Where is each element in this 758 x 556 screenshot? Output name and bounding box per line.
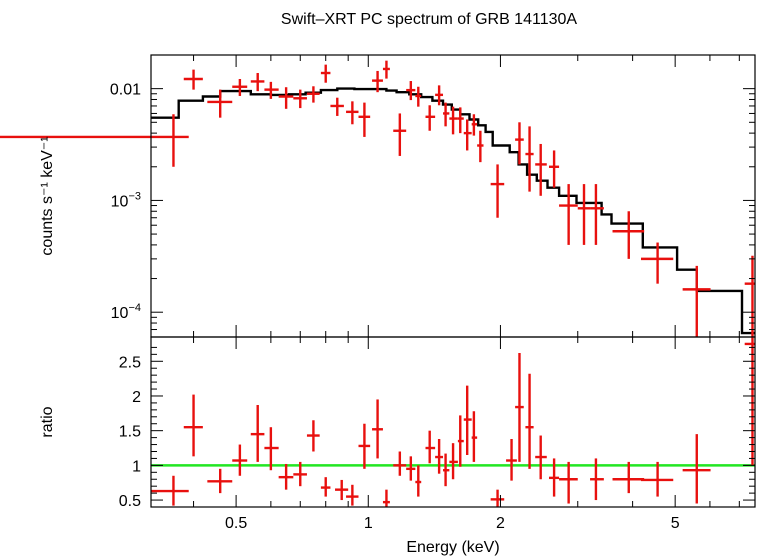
y-tick-label: 2.5 <box>119 354 141 371</box>
y-tick-label: 1 <box>132 458 141 475</box>
spectrum-point-27 <box>515 122 524 165</box>
spectrum-point-35 <box>641 242 674 284</box>
bottom-panel: 0.5 1 2 5 0.5 1 1.5 2 2.5 ratio Energy (keV) <box>39 336 756 556</box>
ratio-point-9 <box>320 477 331 497</box>
ratio-point-35 <box>682 434 711 504</box>
y-tick-label: 0.5 <box>119 493 141 510</box>
ratio-point-36 <box>744 337 755 466</box>
bottom-y-axis-label: ratio <box>39 406 56 437</box>
ratio-point-30 <box>548 458 560 497</box>
spectrum-point-17 <box>415 86 422 107</box>
ratio-point-4 <box>250 405 265 462</box>
top-panel-frame <box>150 54 756 338</box>
ratio-point-23 <box>463 385 472 455</box>
spectrum-point-3 <box>232 78 248 96</box>
spectrum-point-13 <box>372 70 383 93</box>
ratio-point-29 <box>535 435 547 480</box>
spectrum-point-19 <box>435 85 444 106</box>
ratio-point-14 <box>382 489 390 507</box>
chart-title: Swift–XRT PC spectrum of GRB 141130A <box>281 11 577 28</box>
spectrum-point-14 <box>382 60 390 79</box>
ratio-point-34 <box>641 461 674 497</box>
spectrum-point-15 <box>393 113 407 156</box>
x-tick-label: 5 <box>671 515 680 532</box>
bottom-panel-frame <box>150 336 756 508</box>
ratio-point-7 <box>293 461 307 487</box>
ratio-point-13 <box>372 399 383 459</box>
ratio-point-3 <box>232 444 248 476</box>
y-tick-label: 10−3 <box>111 190 141 210</box>
spectrum-point-21 <box>449 106 458 135</box>
top-panel: 0.01 10−3 10−4 counts s⁻¹ keV⁻¹ <box>0 54 756 338</box>
ratio-point-20 <box>443 453 450 487</box>
spectrum-point-24 <box>471 114 478 136</box>
spectrum-point-36 <box>682 265 711 337</box>
spectrum-point-11 <box>346 101 359 125</box>
spectrum-point-5 <box>264 81 279 99</box>
spectrum-point-18 <box>425 105 436 131</box>
spectrum-point-9 <box>320 64 331 83</box>
spectrum-point-0 <box>0 114 189 167</box>
spectrum-point-31 <box>559 184 578 245</box>
spectrum-point-16 <box>406 81 416 101</box>
ratio-point-24 <box>471 411 478 462</box>
x-tick-label: 2 <box>496 515 505 532</box>
ratio-point-28 <box>525 373 534 469</box>
spectrum-point-29 <box>535 143 547 196</box>
ratio-point-19 <box>435 439 444 474</box>
ratio-point-18 <box>425 430 436 464</box>
spectrum-point-33 <box>590 184 604 245</box>
ratio-point-32 <box>590 458 604 501</box>
ratio-point-12 <box>358 423 371 469</box>
spectrum-point-7 <box>293 89 307 109</box>
ratio-point-16 <box>406 456 416 481</box>
ratio-point-25 <box>490 489 505 507</box>
y-tick-label: 2 <box>132 389 141 406</box>
y-tick-label: 0.01 <box>110 82 141 99</box>
spectrum-point-2 <box>207 89 233 118</box>
spectrum-point-20 <box>443 102 450 127</box>
ratio-point-11 <box>346 484 359 506</box>
ratio-point-33 <box>612 461 645 494</box>
ratio-point-6 <box>278 463 294 490</box>
spectrum-point-34 <box>612 211 645 259</box>
spectrum-point-1 <box>183 69 203 90</box>
x-axis-label: Energy (keV) <box>406 539 499 556</box>
ratio-point-10 <box>335 479 349 501</box>
ratio-point-26 <box>506 439 517 481</box>
ratio-point-1 <box>183 394 203 457</box>
spectrum-point-26 <box>490 164 505 218</box>
spectrum-point-10 <box>330 97 344 116</box>
spectrum-point-37 <box>744 255 755 337</box>
spectrum-point-6 <box>278 87 294 109</box>
spectrum-point-32 <box>577 184 591 245</box>
top-y-axis-label: counts s⁻¹ keV⁻¹ <box>39 136 56 255</box>
spectrum-point-30 <box>548 150 560 188</box>
spectrum-point-8 <box>306 86 320 103</box>
y-tick-label: 10−4 <box>111 302 141 322</box>
ratio-point-8 <box>306 420 320 452</box>
ratio-point-22 <box>457 415 464 467</box>
ratio-point-2 <box>207 468 233 494</box>
spectrum-point-28 <box>525 126 534 192</box>
x-tick-label: 1 <box>364 515 373 532</box>
ratio-point-5 <box>264 427 279 471</box>
spectrum-point-4 <box>250 73 265 92</box>
spectrum-point-25 <box>477 130 484 163</box>
ratio-point-0 <box>151 475 189 506</box>
ratio-point-15 <box>393 451 407 476</box>
ratio-point-27 <box>515 352 524 462</box>
ratio-point-17 <box>415 465 422 497</box>
y-tick-label: 1.5 <box>119 424 141 441</box>
spectrum-point-22 <box>457 107 464 134</box>
ratio-point-21 <box>449 443 458 480</box>
x-tick-label: 0.5 <box>225 515 247 532</box>
spectrum-point-12 <box>358 102 371 137</box>
spectrum-point-23 <box>463 119 472 151</box>
ratio-point-31 <box>559 461 578 504</box>
